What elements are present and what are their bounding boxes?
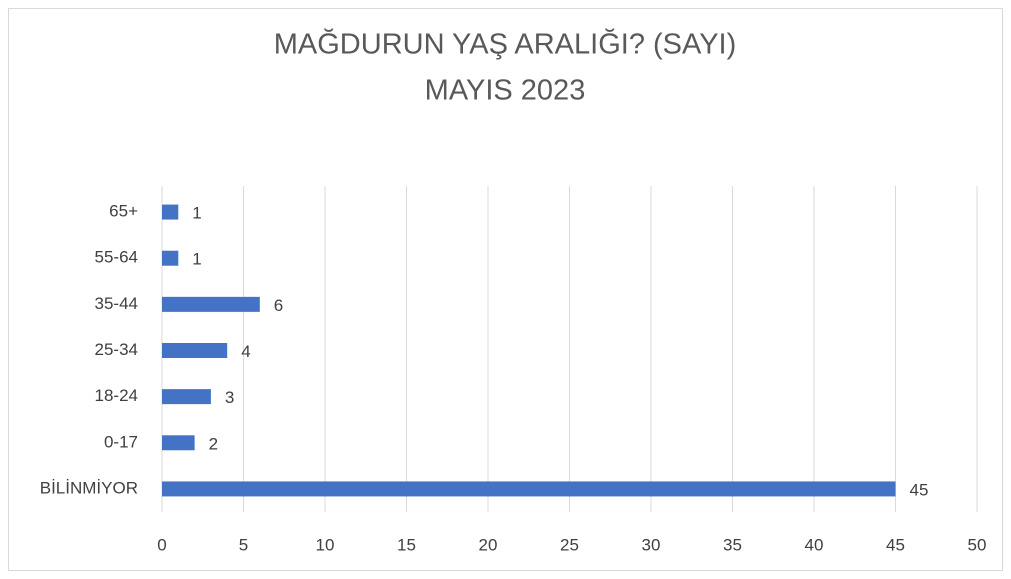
data-label: 3 [225, 388, 234, 407]
chart-subtitle: MAYIS 2023 [425, 75, 586, 107]
x-tick-label: 35 [723, 535, 742, 554]
bar [162, 296, 260, 312]
x-tick-label: 45 [886, 535, 905, 554]
x-tick-label: 40 [805, 535, 824, 554]
chart-border [8, 8, 1003, 571]
data-label: 1 [192, 250, 201, 269]
x-tick-label: 5 [239, 535, 248, 554]
y-tick-label: 25-34 [95, 340, 138, 359]
bar [162, 250, 179, 266]
x-tick-label: 50 [968, 535, 987, 554]
x-tick-label: 0 [157, 535, 166, 554]
y-tick-label: 35-44 [95, 294, 138, 313]
y-tick-label: BİLİNMİYOR [40, 478, 138, 497]
y-tick-label: 0-17 [104, 432, 138, 451]
data-label: 45 [910, 480, 929, 499]
bar [162, 389, 211, 405]
bar [162, 435, 195, 451]
x-tick-label: 20 [479, 535, 498, 554]
x-tick-label: 10 [316, 535, 335, 554]
y-tick-label: 55-64 [95, 248, 138, 267]
bar [162, 481, 896, 497]
x-tick-label: 30 [642, 535, 661, 554]
x-tick-label: 25 [560, 535, 579, 554]
data-label: 6 [274, 296, 283, 315]
data-label: 1 [192, 204, 201, 223]
data-label: 4 [241, 342, 250, 361]
x-tick-label: 15 [397, 535, 416, 554]
bar [162, 343, 228, 358]
data-label: 2 [209, 434, 218, 453]
y-tick-label: 65+ [109, 202, 138, 221]
bar [162, 204, 179, 220]
y-tick-label: 18-24 [95, 386, 138, 405]
chart-title: MAĞDURUN YAŞ ARALIĞI? (SAYI) [274, 28, 737, 61]
